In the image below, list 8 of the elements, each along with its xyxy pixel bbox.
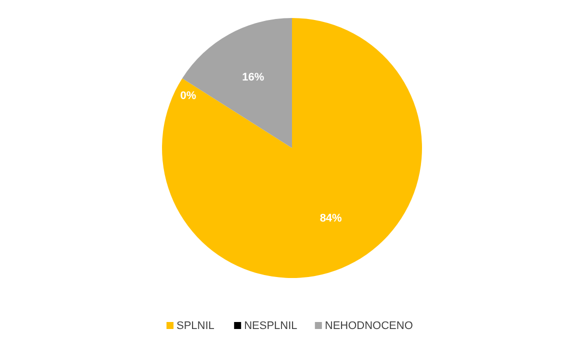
data-label: 16% xyxy=(242,71,264,84)
text: 0% xyxy=(180,90,196,102)
pie-slice xyxy=(162,18,422,278)
pie-slice xyxy=(182,18,292,148)
legend-label: NEHODNOCENO xyxy=(324,320,414,332)
legend-label: NESPLNIL xyxy=(244,320,298,332)
legend-label: SPLNIL xyxy=(176,320,214,332)
data-label: 84% xyxy=(320,212,342,225)
